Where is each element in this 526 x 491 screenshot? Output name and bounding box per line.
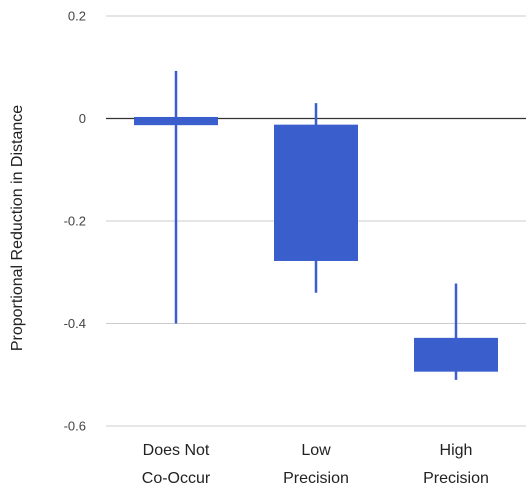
y-tick-label: -0.2 xyxy=(64,214,86,229)
candle-box xyxy=(274,124,358,261)
y-tick-label: -0.4 xyxy=(64,316,86,331)
y-tick-label: -0.6 xyxy=(64,419,86,434)
y-tick-labels: 0.2 0 -0.2 -0.4 -0.6 xyxy=(64,9,86,434)
x-category-label: High xyxy=(440,442,473,459)
candle-box xyxy=(414,337,498,372)
candle-box xyxy=(134,116,218,126)
x-category-labels: Does Not Co-Occur Low Precision High Precisio… xyxy=(142,442,489,487)
y-tick-label: 0 xyxy=(79,111,86,126)
x-category-label: Precision xyxy=(423,470,489,487)
x-category-label: Low xyxy=(301,442,331,459)
x-category-label: Co-Occur xyxy=(142,470,211,487)
y-axis-label: Proportional Reduction in Distance xyxy=(9,105,26,351)
x-category-label: Precision xyxy=(283,470,349,487)
x-category-label: Does Not xyxy=(143,442,210,459)
data-marks xyxy=(134,70,498,380)
y-tick-label: 0.2 xyxy=(68,9,86,24)
